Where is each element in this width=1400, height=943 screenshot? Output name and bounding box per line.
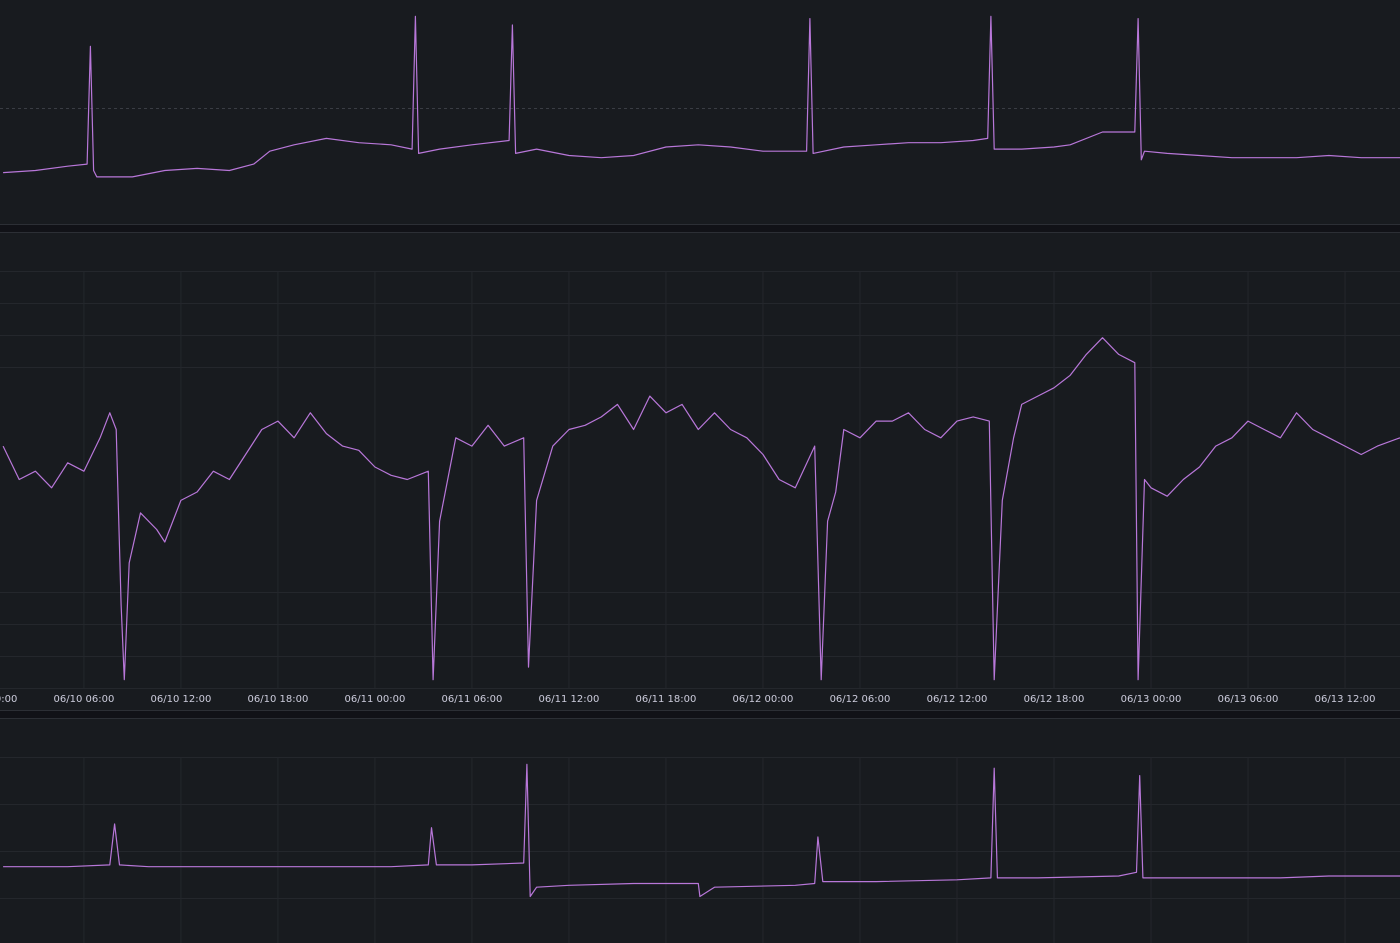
x-tick-label: 06/10 00:00 [0, 694, 17, 705]
x-tick-label: 06/12 18:00 [1024, 694, 1085, 705]
panel [0, 718, 1400, 943]
panel [0, 0, 1400, 225]
x-tick-label: 06/10 18:00 [248, 694, 309, 705]
x-tick-label: 06/11 12:00 [539, 694, 600, 705]
x-tick-label: 06/12 12:00 [927, 694, 988, 705]
series-line [3, 763, 1400, 898]
series-line [3, 15, 1400, 178]
x-tick-label: 06/11 18:00 [636, 694, 697, 705]
x-tick-label: 06/13 00:00 [1121, 694, 1182, 705]
h-grid [0, 271, 1400, 689]
x-tick-label: 06/12 00:00 [733, 694, 794, 705]
x-tick-label: 06/11 00:00 [345, 694, 406, 705]
x-tick-label: 06/13 12:00 [1315, 694, 1376, 705]
h-grid [0, 757, 1400, 899]
x-tick-label: 06/11 06:00 [442, 694, 503, 705]
x-tick-label: 06/10 12:00 [151, 694, 212, 705]
x-tick-label: 06/12 06:00 [830, 694, 891, 705]
x-tick-label: 06/13 06:00 [1218, 694, 1279, 705]
panel [0, 232, 1400, 711]
x-tick-label: 06/10 06:00 [53, 694, 114, 705]
series-line [2, 337, 1400, 681]
